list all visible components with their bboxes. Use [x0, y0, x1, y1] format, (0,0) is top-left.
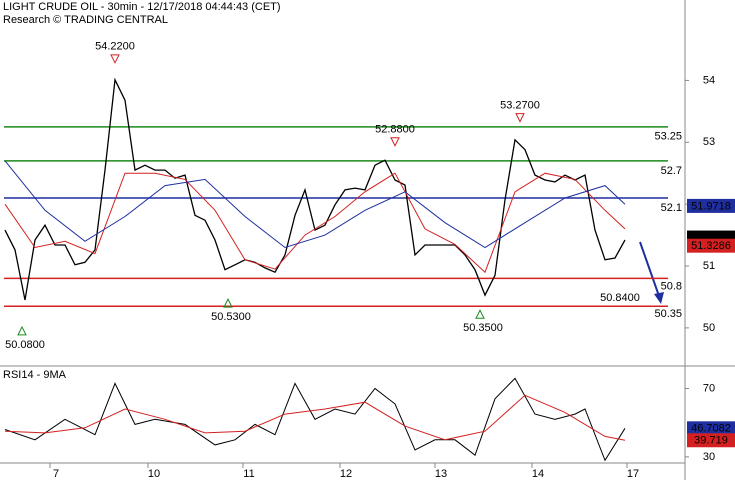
level-label: 50.8: [661, 280, 682, 292]
low-label: 50.0800: [5, 339, 45, 351]
forecast-arrow-head: [654, 292, 664, 304]
high-marker: [110, 54, 120, 64]
high-label: 54.2200: [95, 41, 135, 53]
last-value-label: 51.9718: [691, 200, 731, 212]
y-tick-label: 51: [703, 260, 715, 272]
series-line: [4, 394, 626, 441]
low-marker: [17, 325, 27, 336]
forecast-arrow: [639, 241, 660, 297]
last-value-label: 39.719: [694, 435, 728, 447]
x-tick-label: 10: [148, 468, 160, 480]
high-label: 53.2700: [500, 99, 540, 111]
y-tick-label: 53: [703, 136, 715, 148]
y-tick-label: 30: [703, 451, 715, 463]
x-tick-label: 17: [627, 468, 639, 480]
low-label: 50.3500: [463, 322, 503, 334]
chart-subtitle: Research © TRADING CENTRAL: [3, 14, 168, 26]
chart-title: LIGHT CRUDE OIL - 30min - 12/17/2018 04:…: [3, 1, 281, 13]
level-label: 50.35: [654, 308, 682, 320]
low-label: 50.5300: [211, 311, 251, 323]
level-label: 52.1: [661, 202, 682, 214]
last-value-box: [687, 433, 735, 448]
last-value-box: [687, 238, 735, 253]
x-tick-label: 13: [435, 468, 447, 480]
level-label: 53.25: [654, 131, 682, 143]
low-marker: [475, 309, 485, 319]
x-tick-label: 7: [53, 468, 59, 480]
last-value-box: [687, 198, 735, 213]
level-label: 52.7: [661, 165, 682, 177]
y-tick-label: 54: [703, 74, 715, 86]
low-marker: [223, 297, 233, 308]
y-tick-label: 50: [703, 322, 715, 334]
series-line: [4, 172, 626, 274]
high-marker: [515, 113, 525, 123]
x-tick-label: 12: [340, 468, 352, 480]
note-label: 50.8400: [600, 292, 640, 304]
high-marker: [390, 137, 400, 147]
x-tick-label: 14: [532, 468, 544, 480]
panel-title: RSI14 - 9MA: [3, 369, 67, 381]
series-line: [4, 377, 626, 462]
series-line: [4, 77, 626, 301]
last-value-label: 46.7082: [691, 423, 731, 435]
last-value-label: 51.3286: [691, 240, 731, 252]
y-tick-label: 70: [703, 382, 715, 394]
series-line: [4, 160, 626, 249]
high-label: 52.8800: [375, 124, 415, 136]
last-value-box: [687, 421, 735, 436]
x-tick-label: 11: [243, 468, 254, 480]
